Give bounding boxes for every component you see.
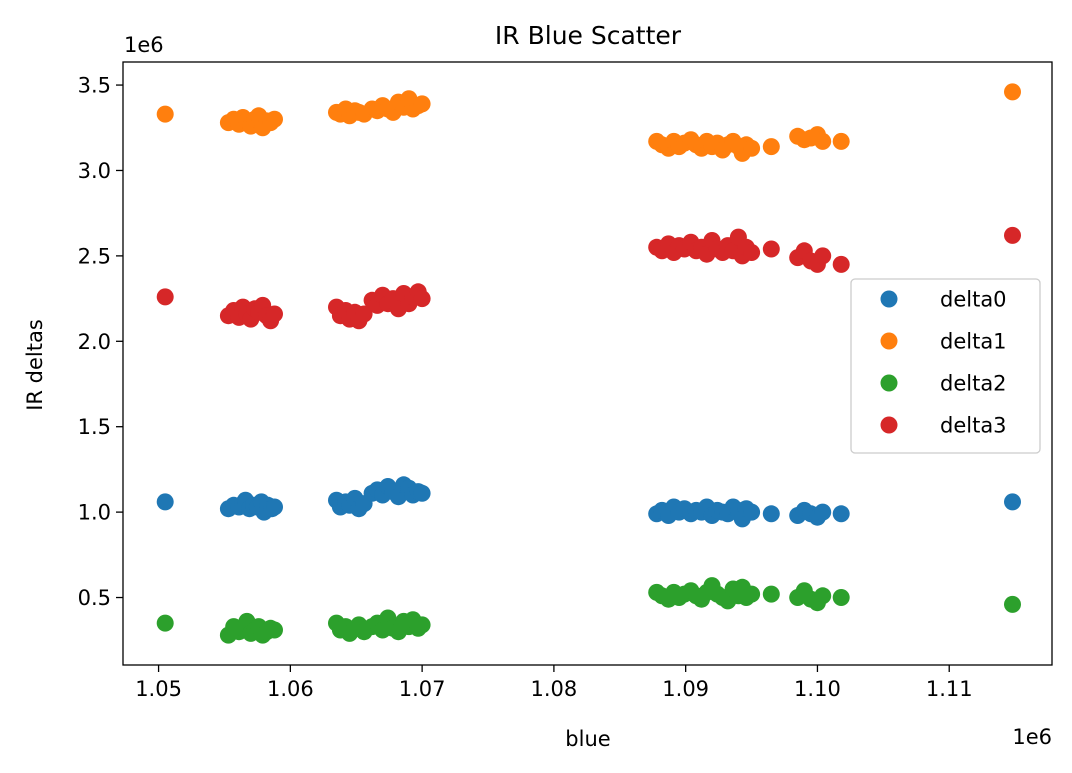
point-delta2-0	[156, 614, 174, 632]
point-delta3-12	[266, 305, 283, 323]
point-delta3-30	[413, 290, 431, 308]
point-delta2-56	[832, 589, 850, 606]
series-delta1	[156, 83, 1021, 162]
y-tick-label: 1.5	[78, 415, 111, 439]
point-delta2-49	[743, 585, 761, 603]
x-tick-label: 1.07	[399, 677, 446, 701]
y-tick-label: 2.5	[78, 244, 111, 268]
point-delta2-55	[814, 587, 832, 605]
legend-marker-delta2	[880, 374, 898, 392]
point-delta1-12	[266, 110, 283, 128]
y-tick-label: 3.5	[78, 74, 111, 98]
point-delta0-0	[156, 493, 174, 511]
x-tick-label: 1.08	[531, 677, 578, 701]
legend: delta0 delta1 delta2 delta3	[850, 278, 1041, 454]
point-delta0-56	[814, 503, 832, 521]
point-delta2-12	[266, 621, 283, 639]
point-delta0-51	[762, 505, 780, 523]
point-delta3-50	[762, 240, 780, 258]
point-delta0-58	[1004, 493, 1021, 511]
point-delta0-57	[832, 505, 850, 523]
point-delta3-19	[355, 305, 373, 323]
x-tick-label: 1.11	[926, 677, 973, 701]
point-delta2-57	[1004, 595, 1021, 613]
legend-label-delta2: delta2	[940, 372, 1007, 396]
plot-frame	[122, 61, 1053, 666]
y-tick-label: 2.0	[78, 330, 111, 354]
point-delta0-13	[266, 498, 283, 516]
plot-area	[156, 83, 1021, 644]
y-tick-label: 1.0	[78, 501, 111, 525]
series-delta3	[156, 226, 1021, 330]
series-delta0	[156, 476, 1021, 528]
point-delta3-57	[1004, 226, 1021, 244]
legend-label-delta0: delta0	[940, 288, 1007, 312]
x-tick-label: 1.06	[267, 677, 314, 701]
x-tick-label: 1.05	[135, 677, 182, 701]
point-delta3-0	[156, 288, 174, 306]
point-delta1-49	[743, 139, 761, 157]
point-delta1-30	[413, 95, 431, 113]
point-delta2-30	[413, 616, 431, 634]
point-delta0-31	[413, 484, 431, 502]
x-offset-text: 1e6	[1012, 725, 1052, 749]
point-delta1-57	[1004, 83, 1021, 101]
y-tick-label: 3.0	[78, 159, 111, 183]
chart-title: IR Blue Scatter	[495, 21, 682, 50]
point-delta0-50	[743, 503, 761, 521]
point-delta2-50	[762, 585, 780, 603]
legend-label-delta3: delta3	[940, 414, 1007, 438]
legend-marker-delta0	[880, 290, 898, 308]
point-delta1-56	[832, 132, 850, 150]
legend-box	[850, 278, 1041, 454]
y-axis-label: IR deltas	[23, 319, 47, 411]
point-delta1-50	[762, 138, 780, 156]
legend-label-delta1: delta1	[940, 330, 1007, 354]
point-delta3-55	[814, 247, 832, 265]
y-tick-label: 0.5	[78, 586, 111, 610]
legend-marker-delta3	[880, 416, 898, 434]
point-delta1-55	[814, 132, 832, 150]
point-delta3-56	[832, 255, 850, 273]
series-delta2	[156, 577, 1021, 644]
point-delta3-49	[743, 244, 761, 261]
y-axis: 0.5 1.0 1.5 2.0 2.5 3.0 3.5	[78, 74, 123, 610]
y-offset-text: 1e6	[124, 33, 164, 57]
legend-marker-delta1	[880, 332, 898, 350]
point-delta1-0	[156, 105, 174, 123]
x-tick-label: 1.10	[794, 677, 841, 701]
x-tick-label: 1.09	[662, 677, 709, 701]
x-axis: 1.05 1.06 1.07 1.08 1.09 1.10 1.11	[135, 665, 973, 701]
x-axis-label: blue	[565, 727, 610, 751]
